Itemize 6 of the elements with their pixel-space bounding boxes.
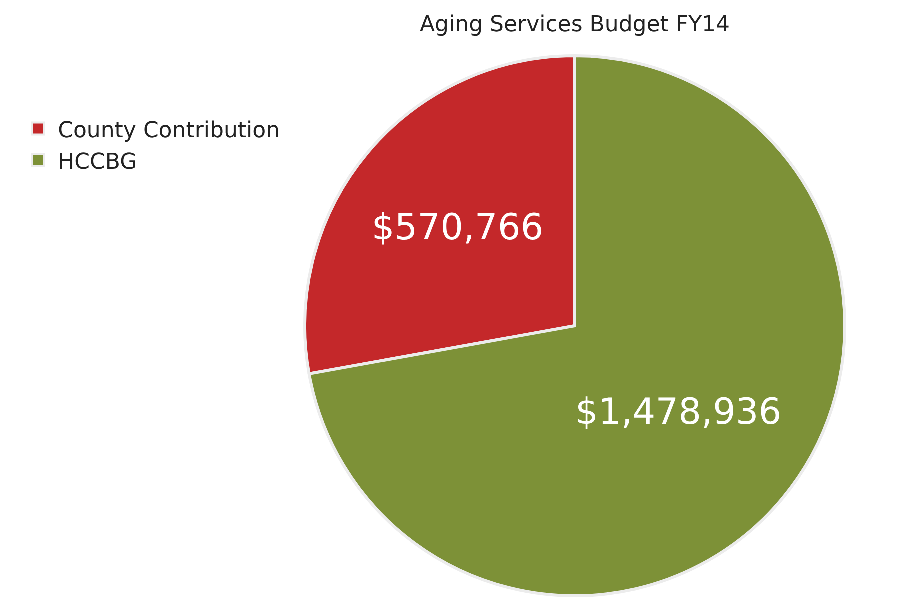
chart-title: Aging Services Budget FY14 <box>420 12 730 38</box>
legend-label: HCCBG <box>58 150 138 175</box>
legend-label: County Contribution <box>58 118 280 144</box>
data-label: $570,766 <box>372 208 544 249</box>
data-label: $1,478,936 <box>576 392 782 434</box>
pie-slice <box>308 54 846 598</box>
